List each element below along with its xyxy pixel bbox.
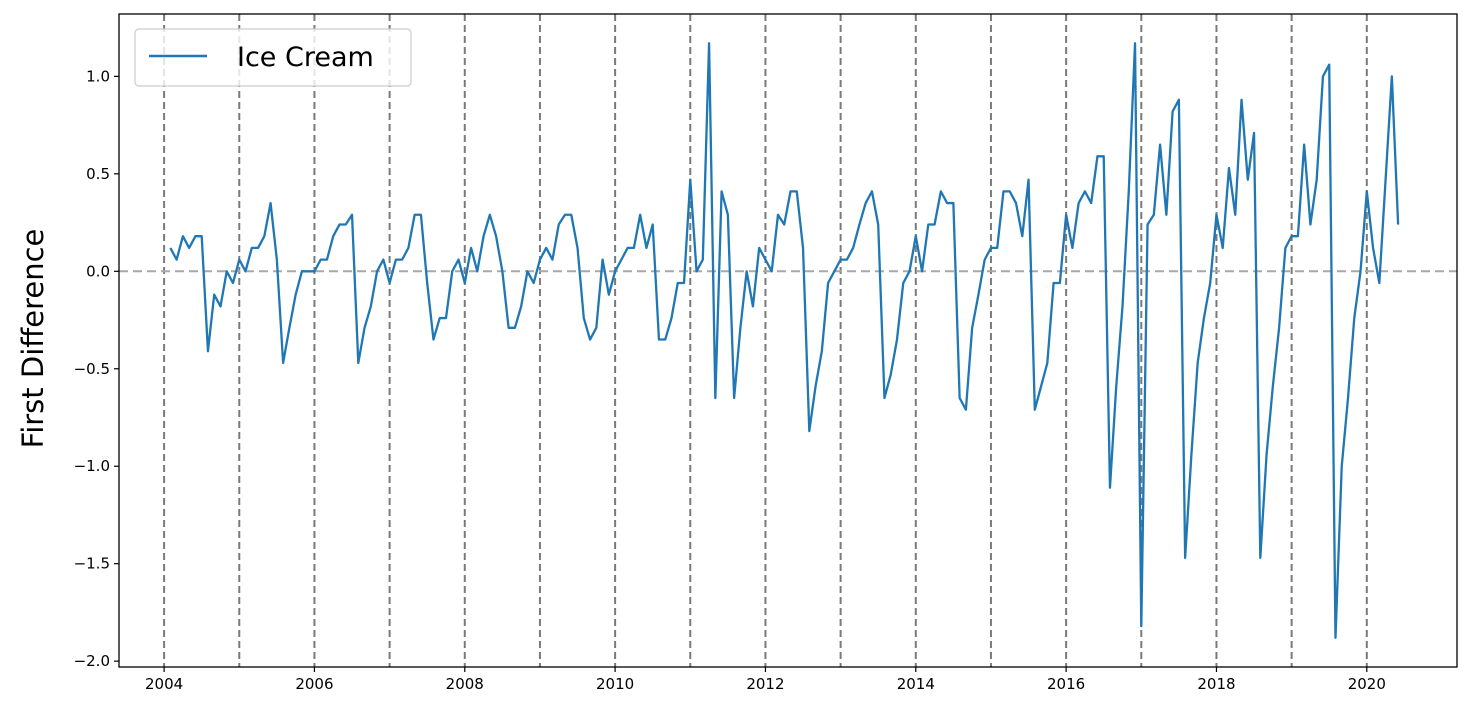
legend: Ice Cream bbox=[134, 28, 412, 87]
x-tick-label-2014: 2014 bbox=[897, 675, 935, 693]
series-line-ice-cream bbox=[169, 42, 1400, 639]
y-axis-ticks: −2.0 −1.5 −1.0 −0.5 0.0 0.5 1.0 bbox=[74, 67, 119, 670]
year-reference-lines bbox=[163, 14, 1368, 667]
y-tick-label-2: −1.0 bbox=[74, 457, 110, 475]
y-tick-label-4: 0.0 bbox=[86, 262, 110, 280]
x-tick-label-2004: 2004 bbox=[145, 675, 183, 693]
x-tick-label-2018: 2018 bbox=[1197, 675, 1235, 693]
x-tick-label-2008: 2008 bbox=[446, 675, 484, 693]
y-tick-label-1: −1.5 bbox=[74, 555, 110, 573]
y-tick-label-5: 0.5 bbox=[86, 165, 110, 183]
x-axis-ticks: 2004 2006 2008 2010 2012 2014 2016 2018 2020 bbox=[145, 667, 1386, 693]
series-group bbox=[169, 42, 1400, 639]
y-axis-label: First Difference bbox=[16, 229, 50, 449]
x-tick-label-2016: 2016 bbox=[1047, 675, 1085, 693]
x-tick-label-2012: 2012 bbox=[746, 675, 784, 693]
x-tick-label-2006: 2006 bbox=[295, 675, 333, 693]
y-tick-label-0: −2.0 bbox=[74, 652, 110, 670]
x-tick-label-2010: 2010 bbox=[596, 675, 634, 693]
y-tick-label-6: 1.0 bbox=[86, 67, 110, 85]
legend-box bbox=[134, 28, 412, 87]
plot-frame bbox=[118, 13, 1458, 668]
y-tick-label-3: −0.5 bbox=[74, 360, 110, 378]
legend-label-ice-cream: Ice Cream bbox=[237, 42, 374, 73]
x-tick-label-2020: 2020 bbox=[1348, 675, 1386, 693]
